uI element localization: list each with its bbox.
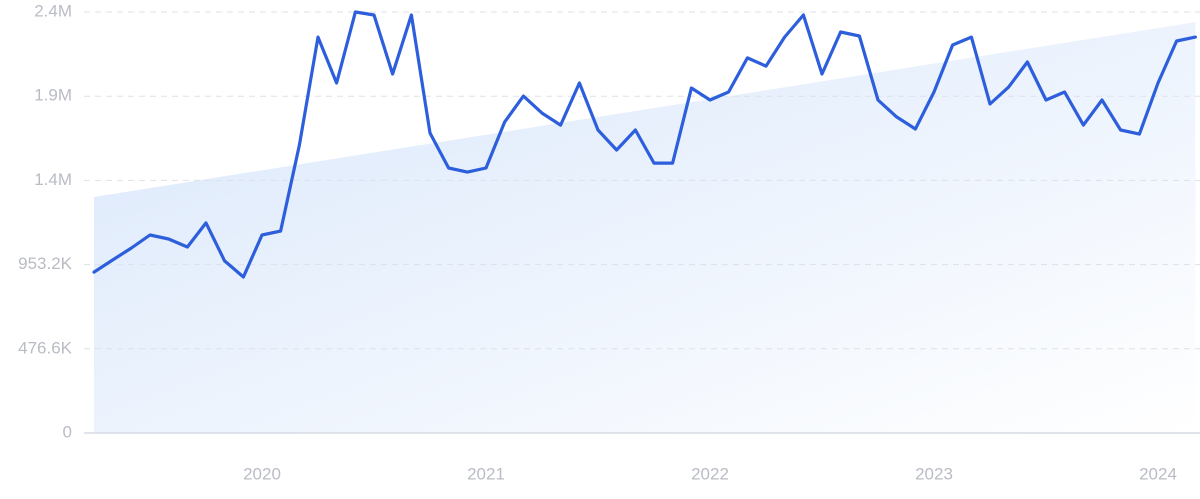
y-tick-label: 1.4M [34, 170, 72, 189]
y-tick-label: 2.4M [34, 1, 72, 20]
y-tick-label: 476.6K [18, 338, 73, 357]
y-tick-label: 1.9M [34, 86, 72, 105]
x-tick-label: 2021 [467, 464, 505, 483]
y-tick-label: 953.2K [18, 254, 73, 273]
x-tick-label: 2020 [243, 464, 281, 483]
series-line [92, 10, 1197, 279]
x-tick-label: 2024 [1139, 464, 1177, 483]
y-tick-label: 0 [63, 422, 72, 441]
x-tick-label: 2023 [915, 464, 953, 483]
x-tick-label: 2022 [691, 464, 729, 483]
trend-area [94, 22, 1196, 433]
